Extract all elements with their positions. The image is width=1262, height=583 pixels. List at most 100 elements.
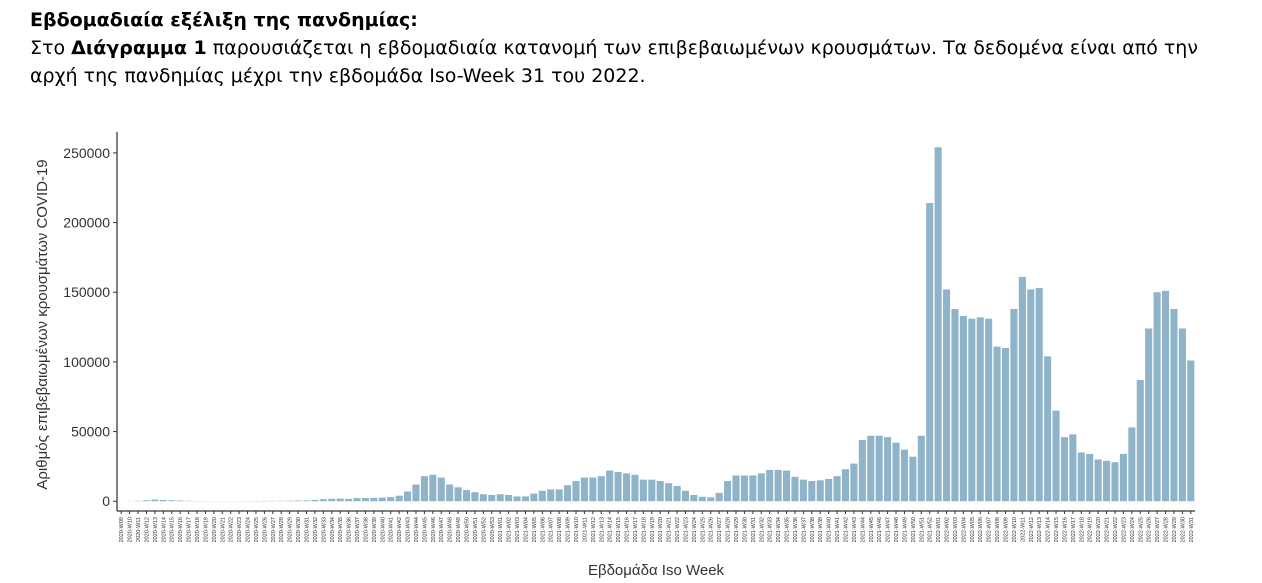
x-tick-label: 2021-W37 — [801, 517, 807, 542]
bar — [816, 480, 824, 502]
bar — [1060, 437, 1068, 502]
x-tick-label: 2020-W13 — [153, 517, 159, 542]
x-tick-label: 2020-W32 — [313, 517, 319, 542]
bar — [547, 489, 555, 502]
bar — [302, 500, 311, 502]
x-tick-label: 2021-W23 — [683, 517, 689, 542]
bar — [1077, 452, 1085, 502]
bar — [521, 496, 529, 502]
x-tick-label: 2020-W38 — [363, 517, 369, 542]
x-tick-label: 2021-W08 — [557, 517, 563, 542]
x-tick-label: 2020-W18 — [195, 517, 201, 542]
bar — [1027, 289, 1035, 502]
bar — [959, 315, 967, 502]
x-tick-label: 2020-W19 — [203, 517, 209, 542]
bar — [328, 498, 336, 502]
x-tick-label: 2021-W45 — [869, 517, 875, 542]
bar — [917, 435, 925, 502]
x-tick-label: 2020-W30 — [296, 517, 302, 542]
bar — [496, 494, 504, 502]
x-tick-label: 2022-W03 — [953, 517, 959, 542]
bar — [370, 497, 378, 502]
x-tick-label: 2020-W25 — [254, 517, 260, 542]
x-tick-label: 2020-W09 — [119, 517, 125, 542]
x-tick-label: 2021-W51 — [919, 517, 925, 542]
bold-text: Διάγραμμα 1 — [71, 37, 207, 59]
y-tick-label: 100000 — [63, 354, 110, 370]
bar — [1044, 356, 1052, 502]
x-tick-label: 2021-W01 — [498, 517, 504, 542]
x-tick-label: 2022-W15 — [1054, 517, 1060, 542]
x-tick-label: 2021-W33 — [768, 517, 774, 542]
x-tick-label: 2020-W36 — [347, 517, 353, 542]
bar — [951, 308, 959, 502]
bar — [1145, 328, 1153, 502]
bar — [1018, 276, 1026, 502]
x-tick-label: 2021-W26 — [709, 517, 715, 542]
x-tick-label: 2020-W15 — [170, 517, 176, 542]
x-tick-label: 2021-W03 — [515, 517, 521, 542]
bar — [294, 500, 302, 502]
bar — [580, 477, 588, 502]
bar — [1035, 288, 1043, 502]
x-tick-label: 2022-W29 — [1172, 517, 1178, 542]
bar — [766, 469, 774, 502]
x-tick-label: 2020-W40 — [380, 517, 386, 542]
x-tick-label: 2021-W02 — [507, 517, 513, 542]
x-tick-label: 2022-W16 — [1062, 517, 1068, 542]
bar — [479, 494, 487, 502]
x-tick-label: 2021-W49 — [902, 517, 908, 542]
bar — [985, 318, 993, 502]
bar — [909, 456, 917, 502]
bar — [943, 289, 951, 502]
x-tick-label: 2022-W10 — [1012, 517, 1018, 542]
bar — [867, 435, 875, 502]
x-tick-label: 2021-W11 — [582, 517, 588, 542]
bar — [757, 473, 765, 502]
bar — [353, 498, 361, 502]
bar — [1178, 328, 1186, 502]
x-tick-label: 2022-W26 — [1147, 517, 1153, 542]
bar — [841, 469, 850, 502]
x-tick-label: 2020-W37 — [355, 517, 361, 542]
x-tick-label: 2021-W04 — [523, 517, 529, 542]
bar — [715, 492, 723, 502]
bar — [1103, 460, 1111, 502]
bar — [1069, 434, 1077, 502]
x-tick-label: 2021-W05 — [532, 517, 538, 542]
bar — [412, 484, 420, 502]
bar — [884, 437, 892, 502]
title: Εβδομαδιαία εξέλιξη της πανδημίας: — [30, 9, 418, 31]
x-tick-label: 2021-W47 — [886, 517, 892, 542]
paragraph: Στο Διάγραμμα 1 παρουσιάζεται η εβδομαδι… — [30, 34, 1220, 90]
bar — [606, 470, 614, 502]
x-tick-label: 2020-W27 — [271, 517, 277, 542]
x-tick-label: 2021-W36 — [793, 517, 799, 542]
x-tick-label: 2021-W48 — [894, 517, 900, 542]
bar — [488, 494, 496, 502]
x-tick-label: 2021-W46 — [877, 517, 883, 542]
bar — [1111, 462, 1119, 502]
x-tick-label: 2021-W38 — [810, 517, 816, 542]
bar — [1170, 308, 1178, 502]
x-tick-label: 2021-W34 — [776, 517, 782, 542]
x-tick-label: 2021-W12 — [591, 517, 597, 542]
x-tick-label: 2022-W07 — [987, 517, 993, 542]
x-tick-label: 2021-W20 — [658, 517, 664, 542]
y-tick-label: 150000 — [63, 284, 110, 300]
bar — [555, 489, 563, 502]
x-tick-label: 2021-W39 — [818, 517, 824, 542]
bar — [1128, 427, 1136, 502]
x-tick-label: 2021-W16 — [625, 517, 631, 542]
x-tick-label: 2020-W51 — [473, 517, 479, 542]
bar — [1119, 453, 1127, 502]
x-tick-label: 2020-W41 — [389, 517, 395, 542]
x-tick-label: 2021-W28 — [726, 517, 732, 542]
bar — [159, 499, 167, 502]
bar — [286, 500, 294, 502]
bar — [749, 475, 757, 502]
x-tick-label: 2021-W41 — [835, 517, 841, 542]
x-tick-label: 2020-W47 — [439, 517, 445, 542]
x-tick-label: 2020-W10 — [128, 517, 134, 542]
